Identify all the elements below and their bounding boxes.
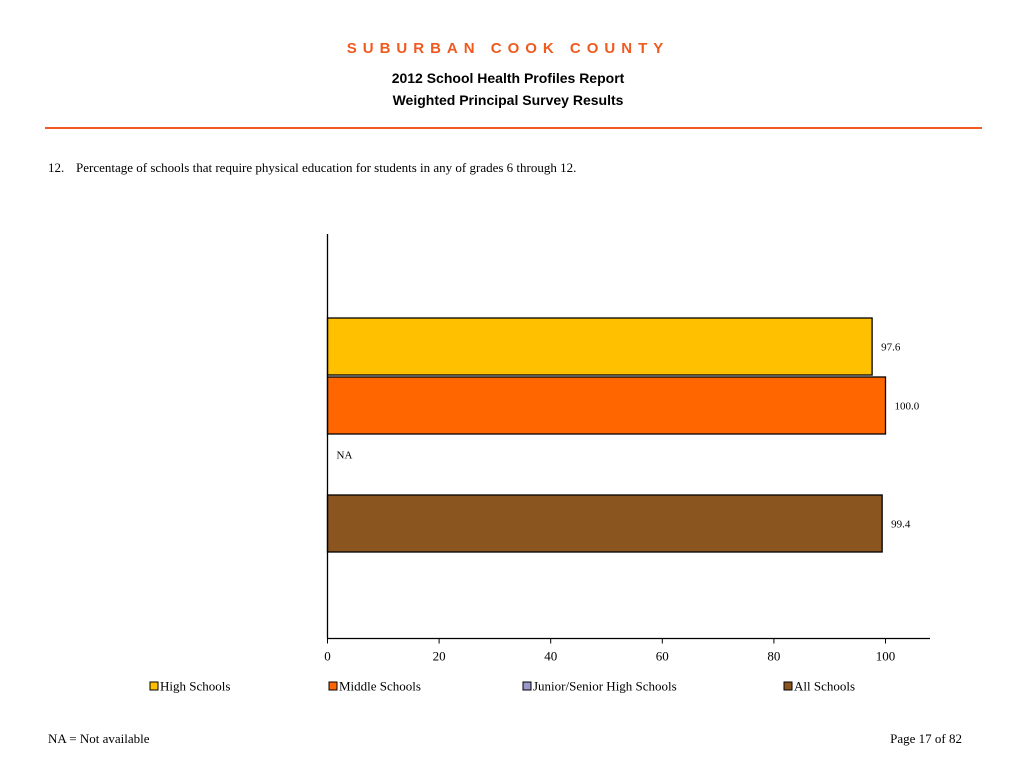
legend-label-2: Middle Schools (339, 679, 421, 694)
bar-value-label-2: 100.0 (895, 401, 920, 413)
bar-4 (326, 494, 883, 553)
page-number: Page 17 of 82 (890, 731, 962, 746)
question-text: 12. Percentage of schools that require ph… (48, 160, 576, 176)
na-footnote: NA = Not available (48, 731, 150, 746)
legend-label-4: All Schools (794, 679, 855, 694)
x-tick-label-60: 60 (656, 649, 669, 664)
question-number: 12. (48, 160, 65, 175)
report-title: 2012 School Health Profiles Report (391, 70, 625, 86)
x-tick-label-0: 0 (324, 649, 331, 664)
bar-2 (326, 376, 887, 435)
bar-na-label-3: NA (337, 450, 353, 462)
legend-swatch-4 (783, 681, 793, 691)
bar-1 (326, 317, 873, 376)
x-tick-label-40: 40 (544, 649, 557, 664)
report-subtitle: Weighted Principal Survey Results (392, 92, 624, 108)
legend-swatch-2 (328, 681, 338, 691)
legend-label-3: Junior/Senior High Schools (533, 679, 677, 694)
bar-value-label-1: 97.6 (881, 342, 901, 354)
county-name: SUBURBAN COOK COUNTY (346, 40, 670, 57)
legend-label-1: High Schools (160, 679, 230, 694)
header-divider (45, 127, 982, 129)
legend-swatch-1 (149, 681, 159, 691)
x-tick-label-100: 100 (876, 649, 896, 664)
x-tick-label-20: 20 (433, 649, 446, 664)
legend-swatch-3 (522, 681, 532, 691)
bar-value-label-4: 99.4 (891, 519, 911, 531)
x-tick-label-80: 80 (767, 649, 780, 664)
question-body: Percentage of schools that require physi… (76, 160, 577, 175)
